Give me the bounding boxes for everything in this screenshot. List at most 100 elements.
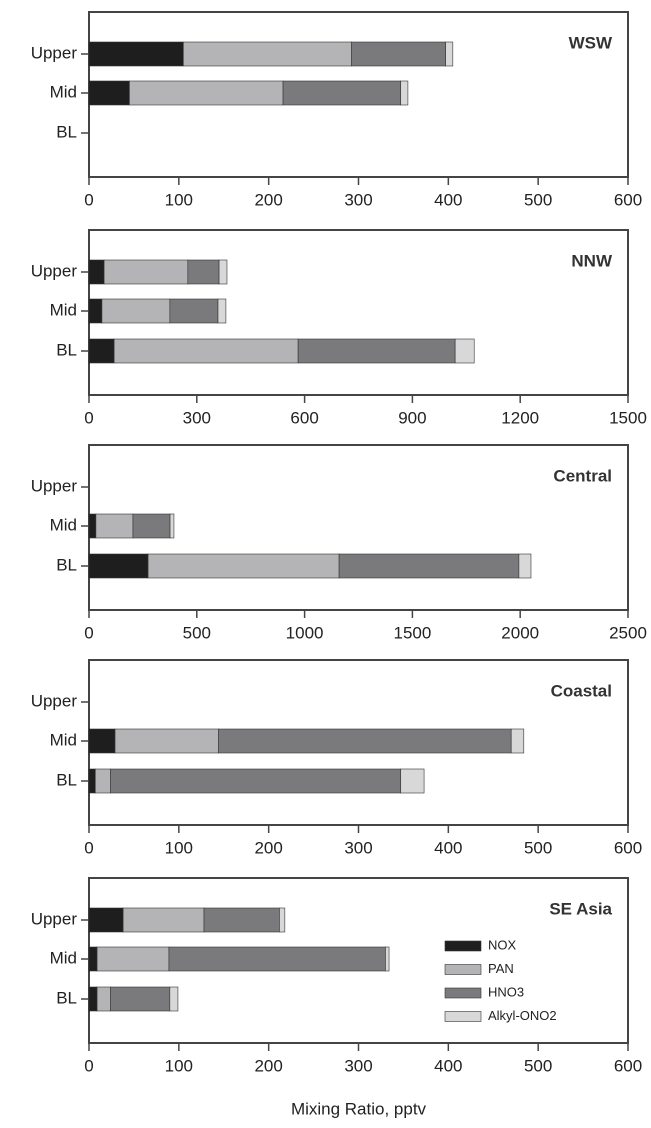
bar-segment <box>400 80 409 106</box>
bar-segment <box>88 80 130 106</box>
bar-segment <box>218 728 512 754</box>
x-tick-label: 600 <box>614 838 642 857</box>
x-tick-label: 600 <box>614 190 642 209</box>
y-tick-label: BL <box>56 988 77 1007</box>
x-tick-label: 500 <box>524 838 552 857</box>
bar-segment <box>88 41 184 67</box>
x-tick-label: 600 <box>290 408 318 427</box>
bar-segment <box>113 338 299 364</box>
bar-segment <box>187 259 220 285</box>
x-tick-label: 1500 <box>609 408 647 427</box>
bar-segment <box>279 907 286 933</box>
x-tick-label: 1000 <box>286 623 324 642</box>
bar-segment <box>147 553 340 579</box>
legend-swatch <box>444 1011 482 1022</box>
legend-label: HNO3 <box>488 984 524 999</box>
bar-segment <box>338 553 520 579</box>
x-tick-label: 0 <box>84 1056 93 1075</box>
bar-segment <box>297 338 456 364</box>
y-tick-label: Mid <box>50 300 77 319</box>
bar-segment <box>88 513 97 539</box>
bar-segment <box>95 513 134 539</box>
bar-segment <box>183 41 352 67</box>
x-tick-label: 200 <box>254 190 282 209</box>
x-tick-label: 1200 <box>501 408 539 427</box>
x-tick-label: 100 <box>165 1056 193 1075</box>
bar-segment <box>110 768 402 794</box>
y-tick-label: Mid <box>50 730 77 749</box>
x-tick-label: 0 <box>84 408 93 427</box>
x-tick-label: 200 <box>254 1056 282 1075</box>
x-tick-label: 2000 <box>501 623 539 642</box>
bar-segment <box>510 728 525 754</box>
bar-segment <box>129 80 284 106</box>
bar-segment <box>351 41 446 67</box>
legend-swatch <box>444 987 482 999</box>
bar-segment <box>103 259 189 285</box>
bar-segment <box>88 907 124 933</box>
bar-segment <box>110 986 171 1012</box>
y-tick-label: BL <box>56 340 77 359</box>
x-tick-label: 500 <box>524 1056 552 1075</box>
bar-segment <box>203 907 280 933</box>
bar-segment <box>101 298 171 324</box>
bar-segment <box>518 553 532 579</box>
x-tick-label: 2500 <box>609 623 647 642</box>
bar-segment <box>88 298 103 324</box>
y-tick-label: BL <box>56 770 77 789</box>
x-tick-label: 0 <box>84 623 93 642</box>
bar-segment <box>94 768 111 794</box>
x-tick-label: 500 <box>524 190 552 209</box>
legend-swatch <box>444 940 482 952</box>
bar-segment <box>169 986 179 1012</box>
x-tick-label: 300 <box>344 1056 372 1075</box>
x-tick-label: 500 <box>183 623 211 642</box>
y-tick-label: Upper <box>31 43 78 62</box>
x-tick-label: 300 <box>344 838 372 857</box>
bar-segment <box>88 728 116 754</box>
x-tick-label: 300 <box>344 190 372 209</box>
x-tick-label: 100 <box>165 190 193 209</box>
y-tick-label: Mid <box>50 948 77 967</box>
x-tick-label: 600 <box>614 1056 642 1075</box>
x-tick-label: 400 <box>434 838 462 857</box>
legend-label: PAN <box>488 961 514 976</box>
bar-segment <box>88 338 115 364</box>
bar-segment <box>169 298 219 324</box>
bar-segment <box>88 259 105 285</box>
panel-title: SE Asia <box>549 899 612 918</box>
y-tick-label: Upper <box>31 476 78 495</box>
panel-title: Central <box>553 466 612 485</box>
legend-swatch <box>444 964 482 975</box>
x-tick-label: 200 <box>254 838 282 857</box>
bar-segment <box>88 986 98 1012</box>
x-tick-label: 900 <box>398 408 426 427</box>
panel-title: Coastal <box>551 681 612 700</box>
y-tick-label: BL <box>56 555 77 574</box>
y-tick-label: Upper <box>31 691 78 710</box>
y-tick-label: BL <box>56 122 77 141</box>
bar-segment <box>114 728 219 754</box>
legend-label: Alkyl-ONO2 <box>488 1008 557 1023</box>
x-tick-label: 300 <box>183 408 211 427</box>
y-tick-label: Upper <box>31 261 78 280</box>
panel-title: NNW <box>571 251 613 270</box>
x-tick-label: 100 <box>165 838 193 857</box>
bar-segment <box>122 907 205 933</box>
bar-segment <box>96 986 111 1012</box>
y-tick-label: Upper <box>31 909 78 928</box>
bar-segment <box>88 553 149 579</box>
bar-segment <box>217 298 227 324</box>
bar-segment <box>88 946 98 972</box>
x-tick-label: 400 <box>434 190 462 209</box>
bar-segment <box>88 768 96 794</box>
y-tick-label: Mid <box>50 82 77 101</box>
bar-segment <box>282 80 402 106</box>
bar-segment <box>169 513 175 539</box>
x-tick-label: 0 <box>84 190 93 209</box>
panel-title: WSW <box>569 33 613 52</box>
x-axis-label: Mixing Ratio, pptv <box>291 1099 427 1118</box>
x-tick-label: 1500 <box>393 623 431 642</box>
bar-segment <box>445 41 454 67</box>
